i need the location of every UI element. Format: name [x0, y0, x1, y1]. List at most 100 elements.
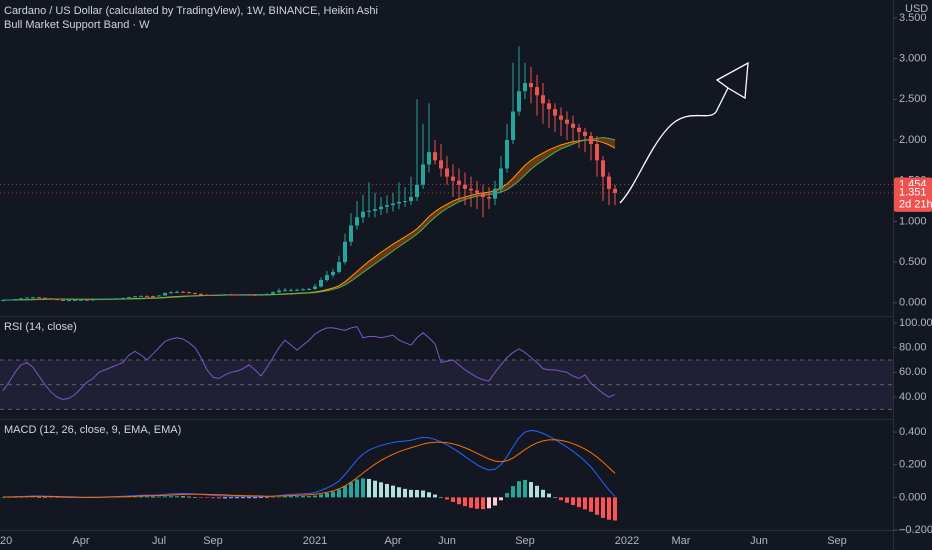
histogram-bar [559, 497, 563, 501]
candle-body [385, 205, 389, 207]
candle-body [253, 294, 257, 296]
histogram-bar [31, 496, 35, 498]
candle-body [181, 291, 185, 293]
histogram-bar [445, 497, 449, 500]
candle-body [307, 288, 311, 290]
histogram-bar [511, 486, 515, 498]
histogram-bar [37, 497, 41, 498]
candle-body [277, 290, 281, 293]
candle-body [43, 297, 47, 299]
candle-body [139, 295, 143, 297]
candle-body [493, 188, 497, 199]
histogram-bar [133, 496, 137, 498]
candle-body [97, 299, 101, 301]
candle-body [187, 292, 191, 294]
candle-body [601, 160, 605, 177]
candle-body [25, 297, 29, 299]
candle-body [571, 123, 575, 128]
plot-layer: 0.0000.5001.0001.5002.0002.5003.0003.500… [0, 12, 932, 547]
histogram-bar [475, 497, 479, 509]
candle-body [31, 297, 35, 299]
candle-body [145, 295, 149, 297]
candle-body [505, 140, 509, 169]
y-tick-label: 0.000 [899, 297, 927, 309]
candle-body [61, 299, 65, 301]
candle-body [241, 294, 245, 296]
histogram-bar [499, 497, 503, 501]
candle-body [259, 294, 263, 296]
candle-body [481, 192, 485, 197]
candle-body [427, 152, 431, 165]
histogram-bar [295, 496, 299, 498]
histogram-bar [565, 497, 569, 503]
y-tick-label: 0.400 [899, 426, 927, 438]
candle-body [199, 293, 203, 295]
candle-body [19, 298, 23, 300]
histogram-bar [523, 479, 527, 498]
candle-body [415, 184, 419, 197]
histogram-bar [139, 496, 143, 498]
macd-line [3, 439, 616, 498]
candle-body [49, 298, 53, 300]
histogram-bar [409, 489, 413, 498]
histogram-bar [553, 497, 557, 498]
histogram-bar [13, 497, 17, 498]
candle-body [463, 184, 467, 189]
candle-body [439, 160, 443, 169]
histogram-bar [367, 478, 371, 498]
histogram-bar [241, 497, 245, 499]
candle-body [499, 168, 503, 189]
candle-body [37, 297, 41, 299]
candle-body [331, 271, 335, 276]
rsi-title: RSI (14, close) [4, 321, 77, 333]
histogram-bar [583, 497, 587, 510]
x-tick-label: Mar [672, 535, 691, 547]
indicator-title: Bull Market Support Band · W [4, 19, 150, 31]
histogram-bar [589, 497, 593, 512]
candle-body [265, 293, 269, 295]
histogram-bar [55, 497, 59, 498]
candle-body [133, 296, 137, 298]
histogram-bar [481, 497, 485, 510]
x-tick-label: Jun [750, 535, 768, 547]
histogram-bar [349, 482, 353, 498]
candle-body [553, 109, 557, 116]
histogram-bar [469, 497, 473, 508]
histogram-bar [211, 497, 215, 499]
histogram-bar [247, 497, 251, 499]
candle-body [421, 164, 425, 185]
candle-body [445, 168, 449, 177]
candle-body [319, 280, 323, 287]
candle-body [163, 293, 167, 296]
candle-body [535, 87, 539, 96]
y-tick-label: 80.00 [899, 342, 927, 354]
candle-body [343, 241, 347, 263]
candle-body [469, 188, 473, 191]
histogram-bar [283, 496, 287, 498]
histogram-bar [337, 489, 341, 498]
candle-body [403, 201, 407, 203]
histogram-bar [427, 492, 431, 498]
histogram-bar [529, 482, 533, 498]
histogram-bar [415, 490, 419, 498]
histogram-bar [361, 478, 365, 498]
histogram-bar [145, 496, 149, 498]
histogram-bar [487, 497, 491, 509]
histogram-bar [403, 488, 407, 498]
histogram-bar [385, 483, 389, 498]
candle-body [67, 300, 71, 302]
candle-body [607, 176, 611, 189]
candle-body [457, 180, 461, 185]
candle-body [217, 294, 221, 296]
histogram-bar [229, 497, 233, 499]
candle-body [91, 299, 95, 301]
y-tick-label: 2.000 [899, 134, 927, 146]
histogram-bar [433, 494, 437, 498]
y-tick-label: −0.200 [899, 524, 932, 536]
histogram-bar [325, 492, 329, 498]
x-tick-label: Sep [827, 535, 847, 547]
histogram-bar [319, 494, 323, 498]
histogram-bar [577, 497, 581, 508]
